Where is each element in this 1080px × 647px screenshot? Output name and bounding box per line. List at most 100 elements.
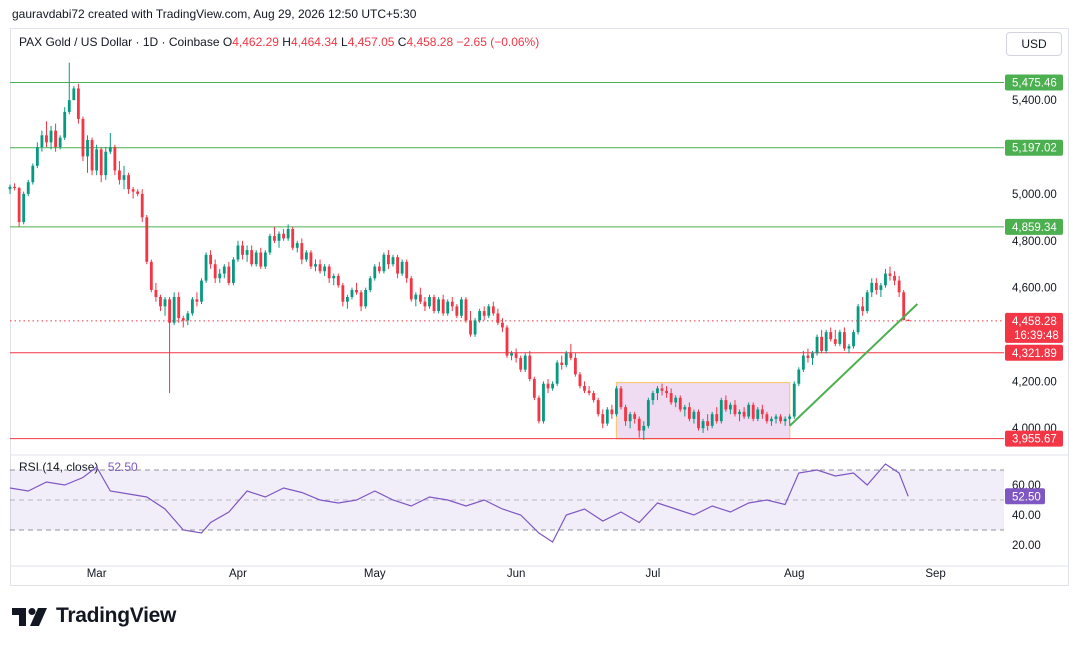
candle-body	[54, 130, 58, 148]
candle-body	[432, 297, 436, 312]
price-tick-label: 5,000.00	[1012, 189, 1057, 201]
candle-body	[327, 266, 331, 279]
support-level-badge: 4,321.89	[1012, 348, 1057, 360]
attribution-text: gauravdabi72 created with TradingView.co…	[12, 7, 417, 21]
candle-body	[669, 393, 673, 403]
candle-body	[455, 306, 459, 316]
last-price-badge-countdown: 16:39:48	[1014, 330, 1059, 342]
candle-body	[473, 320, 477, 335]
candle-body	[578, 374, 582, 387]
candle-body	[615, 388, 618, 415]
candle-body	[665, 390, 669, 394]
candle-body	[824, 332, 828, 351]
candle-body	[601, 414, 605, 424]
candle-body	[332, 275, 336, 279]
candle-body	[829, 332, 833, 340]
candle-body	[195, 299, 199, 302]
brand-name: TradingView	[56, 604, 177, 627]
resistance-level-badge-bg	[1005, 74, 1063, 91]
candle-body	[140, 193, 144, 218]
candle-body	[428, 297, 431, 307]
candle-body	[697, 411, 700, 429]
rsi-line	[9, 463, 909, 543]
candle-body	[583, 386, 586, 391]
candle-body	[469, 320, 472, 335]
currency-button[interactable]: USD	[1006, 32, 1062, 56]
candle-body	[619, 388, 623, 408]
candle-body	[26, 182, 30, 194]
candle-body	[774, 416, 778, 419]
candle-body	[902, 292, 906, 320]
candle-body	[646, 400, 650, 426]
close-label: C	[397, 35, 407, 49]
candle-body	[770, 418, 773, 422]
candle-body	[596, 400, 600, 415]
candle-body	[838, 332, 842, 344]
candle-body	[154, 289, 158, 298]
candle-body	[282, 233, 285, 239]
candle-body	[491, 306, 495, 314]
candle-body	[423, 301, 427, 307]
candle-body	[797, 369, 801, 384]
candle-body	[145, 217, 149, 262]
candle-body	[172, 297, 176, 323]
candle-body	[286, 229, 290, 239]
candle-body	[236, 245, 240, 260]
candle-body	[149, 261, 153, 290]
candle-body	[368, 278, 372, 290]
candle-body	[674, 397, 678, 403]
candle-body	[259, 252, 263, 267]
candle-body	[58, 137, 62, 148]
candle-body	[22, 193, 26, 223]
price-tick-label: 5,400.00	[1012, 95, 1057, 107]
tradingview-brand[interactable]: TradingView	[12, 604, 176, 628]
price-tick-label: 4,200.00	[1012, 376, 1057, 388]
candle-body	[377, 266, 381, 272]
resistance-level-badge: 5,475.46	[1012, 77, 1057, 89]
candle-body	[382, 254, 386, 272]
date-tick-label: Jun	[507, 568, 526, 580]
close-value: 4,458.28	[406, 35, 454, 49]
rsi-tick-label: 20.00	[1012, 540, 1041, 552]
candle-body	[136, 191, 140, 194]
candle-body	[751, 404, 755, 419]
candle-body	[227, 266, 231, 283]
candle-body	[505, 327, 509, 356]
candle-body	[792, 383, 796, 417]
candle-body	[760, 409, 764, 415]
candle-body	[200, 280, 203, 302]
price-tick-label: 4,600.00	[1012, 283, 1057, 295]
candle-body	[897, 280, 901, 293]
candle-body	[345, 297, 349, 302]
candle-body	[409, 278, 413, 300]
candle-body	[76, 88, 80, 119]
candle-body	[309, 252, 313, 267]
candle-body	[747, 404, 751, 417]
candle-body	[300, 243, 304, 260]
candle-body	[113, 147, 117, 171]
candle-body	[108, 147, 112, 152]
candle-body	[678, 397, 682, 410]
candle-body	[724, 400, 728, 410]
support-level-badge: 3,955.67	[1012, 434, 1057, 446]
candle-body	[218, 273, 222, 279]
candle-body	[446, 301, 450, 314]
candle-body	[501, 322, 504, 328]
support-level-badge-bg	[1005, 344, 1063, 361]
candle-body	[765, 414, 769, 422]
candle-body	[478, 311, 482, 321]
candle-body	[811, 353, 814, 358]
low-value: 4,457.05	[347, 35, 395, 49]
candle-body	[373, 266, 377, 279]
tradingview-logo-icon	[12, 608, 47, 626]
candle-body	[241, 245, 244, 255]
rsi-value-badge: 52.50	[1012, 491, 1041, 503]
candle-body	[906, 319, 910, 321]
candle-body	[63, 111, 67, 138]
candle-body	[273, 236, 276, 241]
candle-body	[888, 273, 892, 276]
candle-body	[13, 186, 16, 189]
candle-body	[874, 282, 878, 290]
candle-body	[8, 186, 12, 190]
